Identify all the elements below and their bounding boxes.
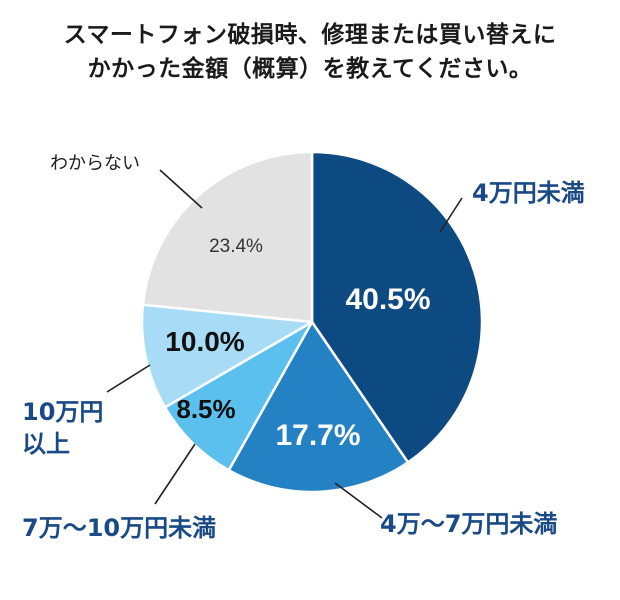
pie-slice-10man-ijou xyxy=(140,303,314,409)
slice-label-10man-ijou-line-1: 10万円 xyxy=(22,398,103,426)
chart-title-line-2: かかった金額（概算）を教えてください。 xyxy=(87,56,533,82)
slice-label-10man-ijou-line-2: 以上 xyxy=(22,430,70,458)
chart-title: スマートフォン破損時、修理または買い替えに かかった金額（概算）を教えてください… xyxy=(0,18,620,86)
slice-value-10man-ijou: 10.0% xyxy=(165,326,244,357)
slice-value-4-7man: 17.7% xyxy=(275,419,360,452)
pie-slice-7-10man xyxy=(163,320,314,472)
slice-label-7-10man: 7万〜10万円未満 xyxy=(22,514,216,542)
leader-line-7-10man xyxy=(154,443,196,505)
slice-value-wakaranai: 23.4% xyxy=(209,236,263,257)
slice-label-4-7man: 4万〜7万円未満 xyxy=(380,510,557,538)
pie-slice-4man-miman xyxy=(310,150,484,464)
leader-line-10man-ijou xyxy=(106,364,151,393)
leader-line-4-7man xyxy=(334,482,383,519)
pie-slice-wakaranai xyxy=(141,150,314,324)
leader-line-4man-miman xyxy=(439,197,463,233)
slice-label-4man-miman: 4万円未満 xyxy=(472,179,585,207)
leader-lines xyxy=(106,169,463,519)
slice-value-4man-miman: 40.5% xyxy=(345,283,430,316)
slice-label-wakaranai: わからない xyxy=(50,153,140,174)
slice-value-7-10man: 8.5% xyxy=(176,394,235,424)
pie-slices xyxy=(140,150,484,494)
leader-line-wakaranai xyxy=(159,169,203,209)
chart-title-line-1: スマートフォン破損時、修理または買い替えに xyxy=(63,22,557,48)
pie-slice-4-7man xyxy=(227,320,410,494)
